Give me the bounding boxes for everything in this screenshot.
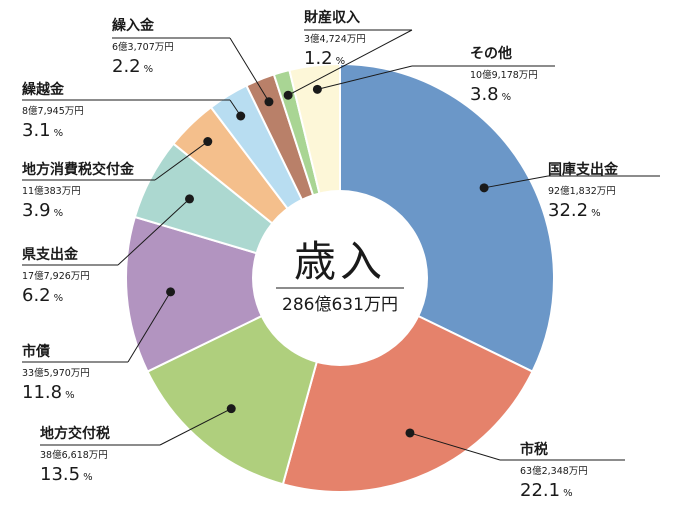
slice-4	[125, 215, 343, 373]
slice-amount-10: 10億9,178万円	[470, 69, 538, 81]
slice-name-3: 地方交付税	[40, 425, 110, 442]
leader-line-7	[229, 99, 242, 117]
leader-line-8	[229, 37, 270, 103]
leader-line-10	[317, 65, 413, 90]
slice-amount-8: 6億3,707万円	[112, 41, 174, 53]
leader-line-1	[484, 175, 549, 189]
slice-amount-6: 11億383万円	[22, 185, 81, 197]
slice-amount-7: 8億7,945万円	[22, 105, 84, 117]
slice-percent-5: 6.2%	[22, 285, 63, 306]
slice-percent-2: 22.1%	[520, 480, 573, 501]
slice-name-5: 県支出金	[22, 246, 79, 263]
leader-line-5	[117, 198, 190, 266]
donut-hole	[252, 190, 428, 366]
center-title: 歳入	[294, 237, 386, 286]
slice-percent-9: 1.2%	[304, 48, 345, 69]
slice-percent-10: 3.8%	[470, 84, 511, 105]
leader-line-3	[159, 408, 232, 446]
slice-percent-3: 13.5%	[40, 464, 93, 485]
slice-percent-4: 11.8%	[22, 382, 75, 403]
slice-name-7: 繰越金	[22, 81, 65, 98]
slice-percent-1: 32.2%	[548, 200, 601, 221]
slice-amount-9: 3億4,724万円	[304, 33, 366, 45]
slice-name-8: 繰入金	[112, 17, 155, 34]
slice-percent-7: 3.1%	[22, 120, 63, 141]
slice-percent-6: 3.9%	[22, 200, 63, 221]
slice-labels: 国庫支出金 92億1,832万円 32.2 % 市税 63億2,348万円 22.1 % 地方交…	[22, 9, 619, 501]
slice-amount-3: 38億6,618万円	[40, 449, 108, 461]
slice-amount-5: 17億7,926万円	[22, 270, 90, 282]
leader-line-9	[287, 29, 413, 96]
slice-amount-4: 33億5,970万円	[22, 367, 90, 379]
slice-name-2: 市税	[520, 441, 548, 458]
leader-line-4	[127, 291, 171, 363]
leader-line-6	[154, 141, 209, 181]
slice-name-4: 市債	[22, 343, 50, 360]
slice-name-9: 財産収入	[303, 9, 360, 26]
slice-percent-8: 2.2%	[112, 56, 153, 77]
slice-name-10: その他	[470, 45, 512, 62]
center-total: 286億631万円	[282, 295, 398, 315]
slice-amount-1: 92億1,832万円	[548, 185, 616, 197]
slice-name-1: 国庫支出金	[548, 161, 619, 178]
leader-lines	[22, 29, 660, 461]
leader-line-2	[409, 432, 501, 461]
slice-amount-2: 63億2,348万円	[520, 465, 588, 477]
slice-name-6: 地方消費税交付金	[22, 161, 135, 178]
